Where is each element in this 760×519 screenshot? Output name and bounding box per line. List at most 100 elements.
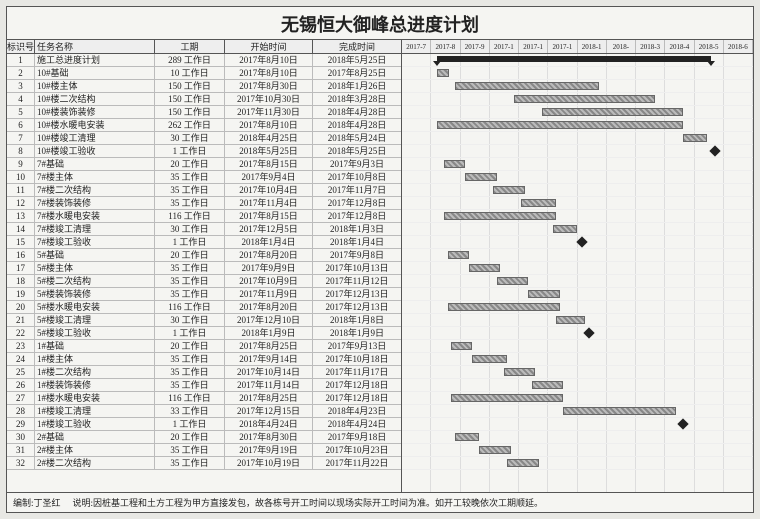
cell-name: 10#楼二次结构 — [35, 93, 155, 105]
cell-name: 5#楼二次结构 — [35, 275, 155, 287]
cell-start: 2017年8月30日 — [225, 80, 313, 92]
table-row: 281#楼竣工清理33 工作日2017年12月15日2018年4月23日 — [7, 405, 401, 418]
cell-id: 21 — [7, 314, 35, 326]
note-text: 因桩基工程和土方工程为甲方直接发包，故各栋号开工时间以现场实际开工时间为准。如开… — [93, 498, 543, 508]
cell-dur: 30 工作日 — [155, 223, 225, 235]
gantt-row — [402, 132, 753, 145]
task-table: 标识号 任务名称 工期 开始时间 完成时间 1施工总进度计划289 工作日201… — [7, 40, 402, 492]
cell-start: 2017年8月25日 — [225, 392, 313, 404]
cell-start: 2017年8月10日 — [225, 119, 313, 131]
cell-end: 2018年4月28日 — [313, 106, 401, 118]
cell-name: 2#楼主体 — [35, 444, 155, 456]
month-header: 2018-5 — [695, 40, 724, 53]
cell-id: 10 — [7, 171, 35, 183]
gantt-row — [402, 457, 753, 470]
cell-id: 29 — [7, 418, 35, 430]
cell-dur: 35 工作日 — [155, 262, 225, 274]
schedule-sheet: 无锡恒大御峰总进度计划 标识号 任务名称 工期 开始时间 完成时间 1施工总进度… — [6, 6, 754, 513]
cell-name: 5#楼主体 — [35, 262, 155, 274]
task-bar — [448, 303, 560, 311]
cell-end: 2018年4月24日 — [313, 418, 401, 430]
cell-dur: 1 工作日 — [155, 236, 225, 248]
task-bar — [472, 355, 507, 363]
task-bar — [542, 108, 682, 116]
gantt-row — [402, 288, 753, 301]
cell-start: 2017年9月9日 — [225, 262, 313, 274]
cell-id: 13 — [7, 210, 35, 222]
summary-bar — [437, 56, 711, 62]
cell-dur: 150 工作日 — [155, 80, 225, 92]
cell-dur: 150 工作日 — [155, 93, 225, 105]
cell-name: 7#楼水暖电安装 — [35, 210, 155, 222]
cell-id: 6 — [7, 119, 35, 131]
month-header: 2017-9 — [461, 40, 490, 53]
table-row: 810#楼竣工验收1 工作日2018年5月25日2018年5月25日 — [7, 145, 401, 158]
cell-end: 2017年12月13日 — [313, 288, 401, 300]
gantt-row — [402, 184, 753, 197]
cell-name: 施工总进度计划 — [35, 54, 155, 66]
gantt-panel: 2017-72017-82017-92017-12017-12017-12018… — [402, 40, 753, 492]
cell-id: 32 — [7, 457, 35, 469]
cell-end: 2017年10月23日 — [313, 444, 401, 456]
table-body: 1施工总进度计划289 工作日2017年8月10日2018年5月25日210#基… — [7, 54, 401, 492]
task-bar — [553, 225, 578, 233]
cell-name: 7#楼主体 — [35, 171, 155, 183]
gantt-row — [402, 210, 753, 223]
cell-end: 2017年9月3日 — [313, 158, 401, 170]
cell-name: 7#楼装饰装修 — [35, 197, 155, 209]
cell-start: 2018年4月24日 — [225, 418, 313, 430]
table-row: 215#楼竣工清理30 工作日2017年12月10日2018年1月8日 — [7, 314, 401, 327]
cell-end: 2018年4月28日 — [313, 119, 401, 131]
cell-end: 2018年1月3日 — [313, 223, 401, 235]
table-row: 185#楼二次结构35 工作日2017年10月9日2017年11月12日 — [7, 275, 401, 288]
table-header: 标识号 任务名称 工期 开始时间 完成时间 — [7, 40, 401, 54]
cell-id: 18 — [7, 275, 35, 287]
cell-start: 2018年4月25日 — [225, 132, 313, 144]
cell-end: 2018年5月25日 — [313, 145, 401, 157]
cell-name: 1#基础 — [35, 340, 155, 352]
cell-name: 10#楼装饰装修 — [35, 106, 155, 118]
cell-end: 2017年9月13日 — [313, 340, 401, 352]
cell-dur: 116 工作日 — [155, 392, 225, 404]
milestone-icon — [709, 145, 720, 156]
author: 丁圣红 — [34, 498, 61, 508]
gantt-row — [402, 418, 753, 431]
cell-id: 9 — [7, 158, 35, 170]
table-row: 210#基础10 工作日2017年8月10日2017年8月25日 — [7, 67, 401, 80]
cell-start: 2017年8月10日 — [225, 67, 313, 79]
cell-end: 2018年1月26日 — [313, 80, 401, 92]
cell-name: 1#楼竣工验收 — [35, 418, 155, 430]
month-header: 2017-1 — [519, 40, 548, 53]
gantt-row — [402, 444, 753, 457]
cell-start: 2017年10月19日 — [225, 457, 313, 469]
table-row: 97#基础20 工作日2017年8月15日2017年9月3日 — [7, 158, 401, 171]
table-row: 261#楼装饰装修35 工作日2017年11月14日2017年12月18日 — [7, 379, 401, 392]
gantt-row — [402, 366, 753, 379]
cell-id: 25 — [7, 366, 35, 378]
cell-id: 17 — [7, 262, 35, 274]
table-row: 117#楼二次结构35 工作日2017年10月4日2017年11月7日 — [7, 184, 401, 197]
task-bar — [444, 212, 556, 220]
cell-end: 2017年11月17日 — [313, 366, 401, 378]
cell-id: 11 — [7, 184, 35, 196]
cell-id: 14 — [7, 223, 35, 235]
gantt-row — [402, 145, 753, 158]
task-bar — [479, 446, 511, 454]
gantt-row — [402, 158, 753, 171]
gantt-row — [402, 262, 753, 275]
cell-name: 2#楼二次结构 — [35, 457, 155, 469]
table-row: 302#基础20 工作日2017年8月30日2017年9月18日 — [7, 431, 401, 444]
cell-name: 7#楼二次结构 — [35, 184, 155, 196]
cell-start: 2017年9月14日 — [225, 353, 313, 365]
task-bar — [683, 134, 708, 142]
task-bar — [455, 433, 480, 441]
cell-end: 2018年4月23日 — [313, 405, 401, 417]
table-row: 1施工总进度计划289 工作日2017年8月10日2018年5月25日 — [7, 54, 401, 67]
author-label: 编制: — [13, 498, 34, 508]
header-end: 完成时间 — [313, 40, 401, 53]
cell-name: 1#楼水暖电安装 — [35, 392, 155, 404]
cell-start: 2017年11月30日 — [225, 106, 313, 118]
cell-end: 2017年12月13日 — [313, 301, 401, 313]
cell-dur: 20 工作日 — [155, 431, 225, 443]
cell-dur: 35 工作日 — [155, 171, 225, 183]
